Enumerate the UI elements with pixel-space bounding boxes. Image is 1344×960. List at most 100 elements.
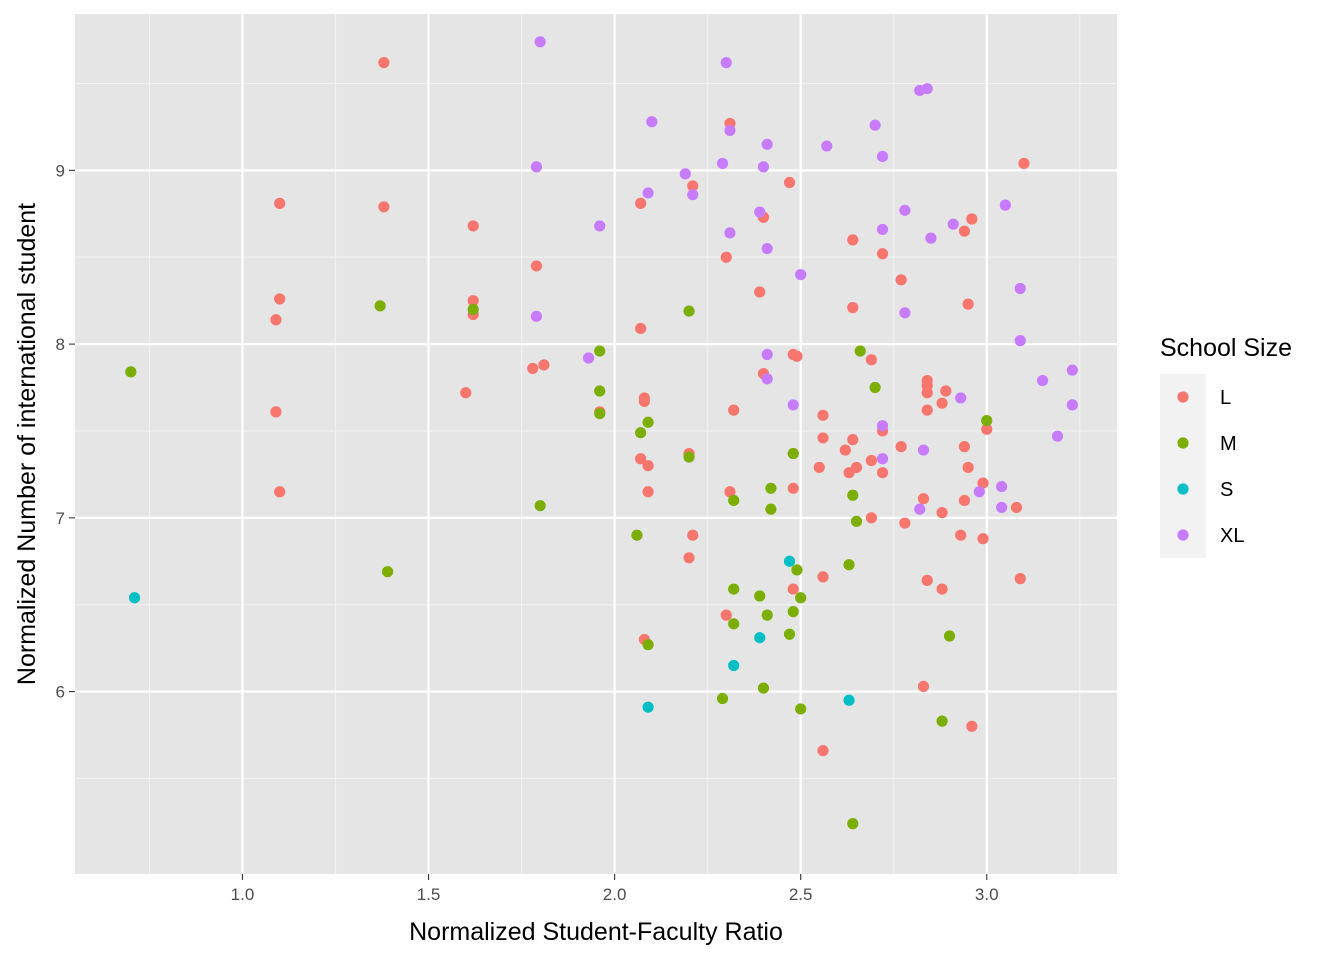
y-tick-label: 8 [56,335,65,354]
data-point [876,467,889,479]
data-point [642,639,654,651]
data-point [125,366,137,378]
data-point [899,307,911,319]
data-point [683,305,695,317]
data-point [530,161,543,173]
data-point [683,451,695,463]
data-point [754,206,766,218]
data-point [594,220,606,232]
data-point [274,293,286,305]
major-gridlines [75,14,1117,874]
data-point [761,609,773,621]
data-point [646,116,658,128]
data-point [821,140,833,152]
x-tick-label: 1.5 [417,885,441,904]
data-point [530,310,543,322]
data-point [274,197,286,209]
data-point [917,444,930,456]
data-point [817,432,829,444]
data-point [865,454,877,467]
data-point [813,461,825,474]
data-point [716,692,729,705]
data-point [761,138,773,150]
data-point [817,745,829,757]
data-point [925,232,937,244]
data-point [791,350,803,362]
data-point [274,486,286,498]
data-point [783,176,796,189]
data-point [754,286,766,298]
data-point [850,461,863,474]
data-point [765,482,777,494]
data-point [783,628,796,640]
data-point [761,242,773,255]
data-point [817,571,829,583]
data-point [958,494,971,507]
data-point [787,583,799,595]
data-point [720,251,732,263]
data-point [679,168,691,180]
data-point [642,486,654,498]
data-point [847,489,859,501]
data-point [973,486,985,498]
legend-key-xl [1177,529,1189,541]
data-point [467,295,479,307]
data-point [1051,430,1064,442]
data-point [899,204,911,216]
legend-key-background [1160,374,1206,558]
legend-label-m: M [1220,433,1237,455]
data-points [125,36,1078,830]
legend-key-l [1177,391,1189,403]
data-point [787,447,799,460]
data-point [534,500,546,512]
data-point [847,434,859,446]
series-s [128,555,855,713]
y-axis: 6 7 8 9 [56,161,75,702]
data-point [467,220,479,232]
data-point [865,512,877,524]
data-point [787,399,799,411]
data-point [977,477,989,489]
data-point [716,157,729,170]
data-point [783,555,796,567]
data-point [869,119,881,131]
data-point [687,529,699,541]
legend-label-l: L [1220,387,1231,409]
data-point [1014,573,1026,585]
data-point [683,552,695,564]
data-point [876,248,889,260]
legend-label-s: S [1220,479,1233,501]
data-point [1066,364,1078,376]
data-point [467,303,479,315]
x-tick-label: 2.0 [603,885,627,904]
data-point [936,507,948,519]
data-point [947,218,959,230]
data-point [728,494,740,507]
data-point [869,381,881,394]
data-point [917,493,930,505]
data-point [720,609,732,621]
x-tick-label: 1.0 [231,885,255,904]
data-point [999,199,1011,211]
x-axis: 1.0 1.5 2.0 2.5 3.0 [231,874,999,904]
data-point [594,345,606,357]
series-xl [530,36,1078,515]
data-point [921,83,933,95]
data-point [958,441,971,453]
data-point [943,630,956,642]
panel-background [75,14,1117,874]
data-point [765,503,777,515]
data-point [642,187,654,199]
x-axis-title: Normalized Student-Faculty Ratio [409,918,783,946]
data-point [843,559,855,571]
data-point [687,189,699,201]
data-point [899,517,911,529]
data-point [1010,501,1023,514]
data-point [728,583,740,595]
data-point [1066,399,1078,411]
data-point [966,720,978,732]
data-point [538,359,550,371]
data-point [839,444,851,456]
data-point [128,592,141,604]
